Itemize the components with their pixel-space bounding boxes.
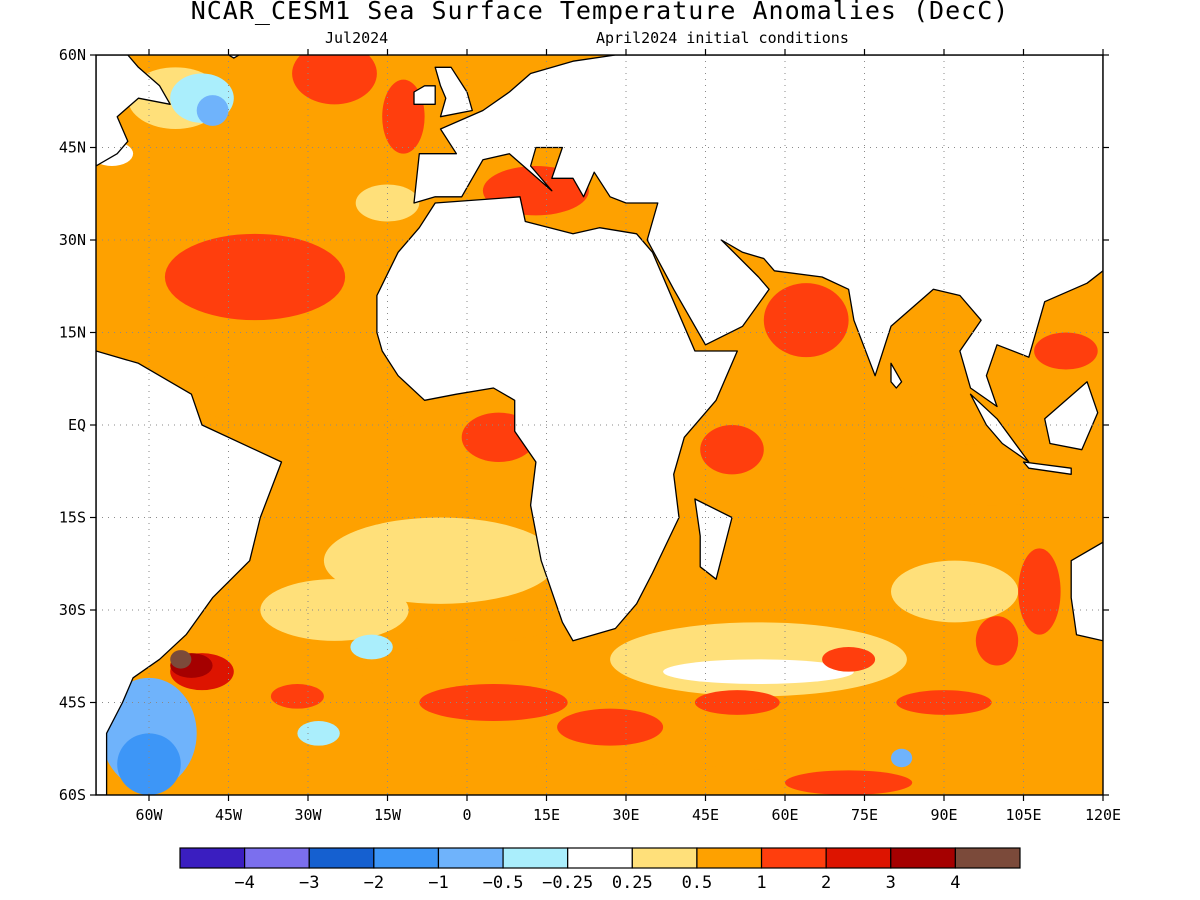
lon-tick-label: 120E [1085,806,1121,824]
lon-tick-label: 15E [533,806,560,824]
initial-conditions-label: April2024 initial conditions [596,29,849,47]
land-britain [434,66,473,118]
land-java [1022,461,1072,475]
anomaly-patch [270,684,324,709]
anomaly-patch [350,634,393,660]
lat-tick-label: 30N [59,231,86,249]
anomaly-patch [975,616,1019,666]
anomaly-patch [297,721,340,746]
anomaly-patch [355,184,420,222]
anomaly-patch [440,764,812,795]
lon-tick-label: 30E [612,806,639,824]
colorbar-swatch [373,847,440,869]
lat-tick-label: 45N [59,139,86,157]
lon-tick-label: 105E [1005,806,1041,824]
anomaly-patch [170,650,192,669]
colorbar-label: −2 [364,873,384,893]
colorbar-swatch [179,847,246,869]
colorbar-swatch [631,847,698,869]
colorbar-label: −4 [234,873,254,893]
forecast-month: Jul2024 [325,29,389,47]
land-sri-lanka [890,362,903,389]
anomaly-patch [663,659,854,685]
colorbar-label: −1 [428,873,448,893]
land-madagascar [694,498,733,580]
lon-tick-label: 90E [930,806,957,824]
lat-tick-label: 30S [59,601,86,619]
colorbar-swatch [244,847,310,869]
colorbar-swatch [308,847,375,869]
anomaly-patch [891,748,913,768]
anomaly-patch [260,579,409,641]
anomaly-patch [1018,548,1061,635]
colorbar-label: 0.5 [682,873,713,893]
land-borneo [1044,381,1099,451]
colorbar-swatch [437,847,504,869]
lon-tick-label: 75E [851,806,878,824]
colorbar-label: 3 [886,873,896,893]
anomaly-patch [1034,332,1098,370]
anomaly-patch [896,690,992,715]
colorbar-swatch [760,847,827,869]
colorbar-label: 4 [950,873,960,893]
lat-tick-label: EQ [68,416,86,434]
land-australia [1070,541,1103,642]
lat-tick-label: 15S [59,509,86,527]
anomaly-patch [196,95,229,126]
anomaly-patch [891,560,1019,623]
colorbar-label: 2 [821,873,831,893]
colorbar-label: 0.25 [612,873,653,893]
anomaly-patch [164,233,346,321]
anomaly-patch [763,283,849,358]
land-south-america [96,350,283,795]
anomaly-patch [191,357,425,432]
colorbar-label: −0.25 [542,873,593,893]
anomaly-patch [891,443,1103,506]
anomaly-patch [323,517,558,604]
land-ireland [413,85,436,105]
lon-tick-label: 30W [294,806,322,824]
lon-tick-label: 0 [462,806,471,824]
colorbar-swatch [954,847,1021,869]
lat-tick-label: 60S [59,786,86,804]
lat-tick-label: 45S [59,694,86,712]
anomaly-patch [292,55,377,105]
anomaly-patch [117,733,181,795]
anomaly-patch [361,640,679,703]
colorbar: −4 −3 −2 −1 −0.5 −0.25 0.25 0.5 1 2 3 4 [179,847,1021,893]
lon-tick-label: 45E [692,806,719,824]
colorbar-label: 1 [756,873,766,893]
lon-tick-label: 15W [374,806,402,824]
colorbar-label: −0.5 [483,873,524,893]
lon-tick-label: 60E [771,806,798,824]
colorbar-swatch [825,847,892,869]
colorbar-swatch [890,847,956,869]
map-title: NCAR_CESM1 Sea Surface Temperature Anoma… [190,0,1010,25]
anomaly-patch [557,708,664,746]
plot-area [96,55,1103,795]
land-greenland-tip [227,55,240,59]
lon-tick-label: 45W [215,806,243,824]
lat-tick-label: 15N [59,324,86,342]
colorbar-swatch [696,847,763,869]
anomaly-patch [694,690,780,715]
lat-tick-label: 60N [59,46,86,64]
anomaly-patch [822,647,876,672]
anomaly-patch [700,425,764,475]
colorbar-swatch [502,847,569,869]
land-north-america [96,55,171,167]
colorbar-label: −3 [299,873,319,893]
lon-tick-label: 60W [135,806,163,824]
anomaly-patch [419,684,568,721]
land-sumatra [969,393,1030,463]
colorbar-swatch [567,847,633,869]
land-europe-asia [413,55,1103,408]
anomaly-patch [785,770,913,795]
